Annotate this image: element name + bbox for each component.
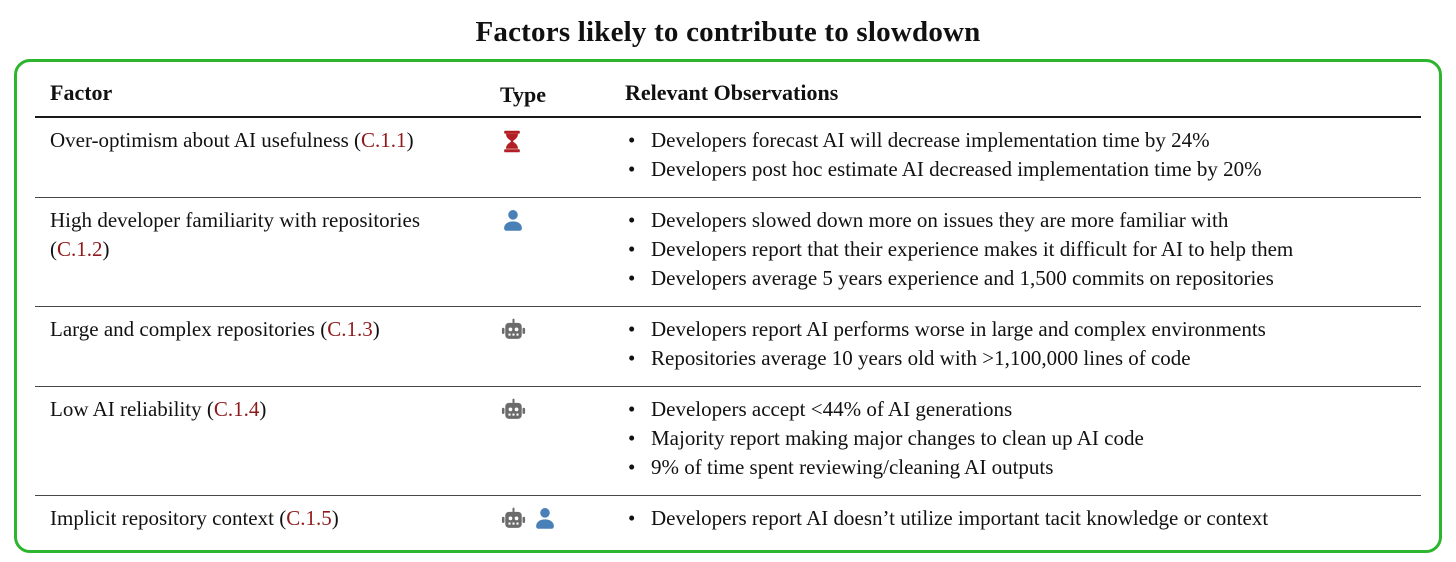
observation-item: Developers post hoc estimate AI decrease… [625, 155, 1407, 184]
robot-icon [501, 318, 526, 339]
factor-label: Implicit repository context [50, 506, 274, 530]
observation-item: Developers report AI doesn’t utilize imp… [625, 504, 1407, 533]
table-row-over-optimism: Over-optimism about AI usefulness C.1.1 … [35, 118, 1421, 197]
observations-cell: Developers report AI doesn’t utilize imp… [625, 504, 1407, 533]
observation-item: Majority report making major changes to … [625, 424, 1407, 453]
section-ref-link[interactable]: C.1.5 [279, 506, 339, 530]
table-row-low-reliability: Low AI reliability C.1.4 Dev [35, 386, 1421, 495]
table-row-large-repos: Large and complex repositories C.1.3 [35, 306, 1421, 386]
factor-cell: Over-optimism about AI usefulness C.1.1 [50, 126, 500, 184]
factors-table: Factor Type Relevant Observations Over-o… [14, 59, 1442, 553]
factor-label: Large and complex repositories [50, 317, 315, 341]
type-cell [500, 504, 625, 533]
section-ref-link[interactable]: C.1.1 [354, 128, 414, 152]
observation-item: Developers report AI performs worse in l… [625, 315, 1407, 344]
person-icon [536, 508, 554, 529]
factor-label: High developer familiarity with reposito… [50, 208, 420, 232]
column-header-observations: Relevant Observations [625, 80, 839, 105]
observation-item: Developers forecast AI will decrease imp… [625, 126, 1407, 155]
observation-item: Developers slowed down more on issues th… [625, 206, 1407, 235]
factor-cell: Implicit repository context C.1.5 [50, 504, 500, 533]
observation-item: Repositories average 10 years old with >… [625, 344, 1407, 373]
figure-title: Factors likely to contribute to slowdown [475, 16, 981, 48]
hourglass-icon [504, 130, 520, 153]
observations-cell: Developers report AI performs worse in l… [625, 315, 1407, 373]
factor-cell: Low AI reliability C.1.4 [50, 395, 500, 482]
factor-label: Over-optimism about AI usefulness [50, 128, 349, 152]
observations-cell: Developers forecast AI will decrease imp… [625, 126, 1407, 184]
section-ref-link[interactable]: C.1.3 [320, 317, 380, 341]
type-cell [500, 206, 625, 293]
observations-cell: Developers accept <44% of AI generations… [625, 395, 1407, 482]
factor-cell: High developer familiarity with reposito… [50, 206, 500, 293]
person-icon [504, 210, 522, 231]
table-row-implicit-context: Implicit repository context C.1.5 [35, 495, 1421, 546]
observation-item: Developers average 5 years experience an… [625, 264, 1407, 293]
observation-item: Developers accept <44% of AI generations [625, 395, 1407, 424]
type-cell [500, 315, 625, 373]
table-row-familiarity: High developer familiarity with reposito… [35, 197, 1421, 306]
factor-cell: Large and complex repositories C.1.3 [50, 315, 500, 373]
table-header: Factor Type Relevant Observations [35, 68, 1421, 118]
section-ref-link[interactable]: C.1.2 [50, 237, 110, 261]
section-ref-link[interactable]: C.1.4 [207, 397, 267, 421]
robot-icon [501, 398, 526, 419]
column-header-factor: Factor [50, 80, 113, 105]
observations-cell: Developers slowed down more on issues th… [625, 206, 1407, 293]
robot-icon [501, 507, 526, 528]
type-cell [500, 126, 625, 184]
factor-label: Low AI reliability [50, 397, 202, 421]
observation-item: Developers report that their experience … [625, 235, 1407, 264]
type-cell [500, 395, 625, 482]
observation-item: 9% of time spent reviewing/cleaning AI o… [625, 453, 1407, 482]
column-header-type: Type [500, 82, 547, 107]
